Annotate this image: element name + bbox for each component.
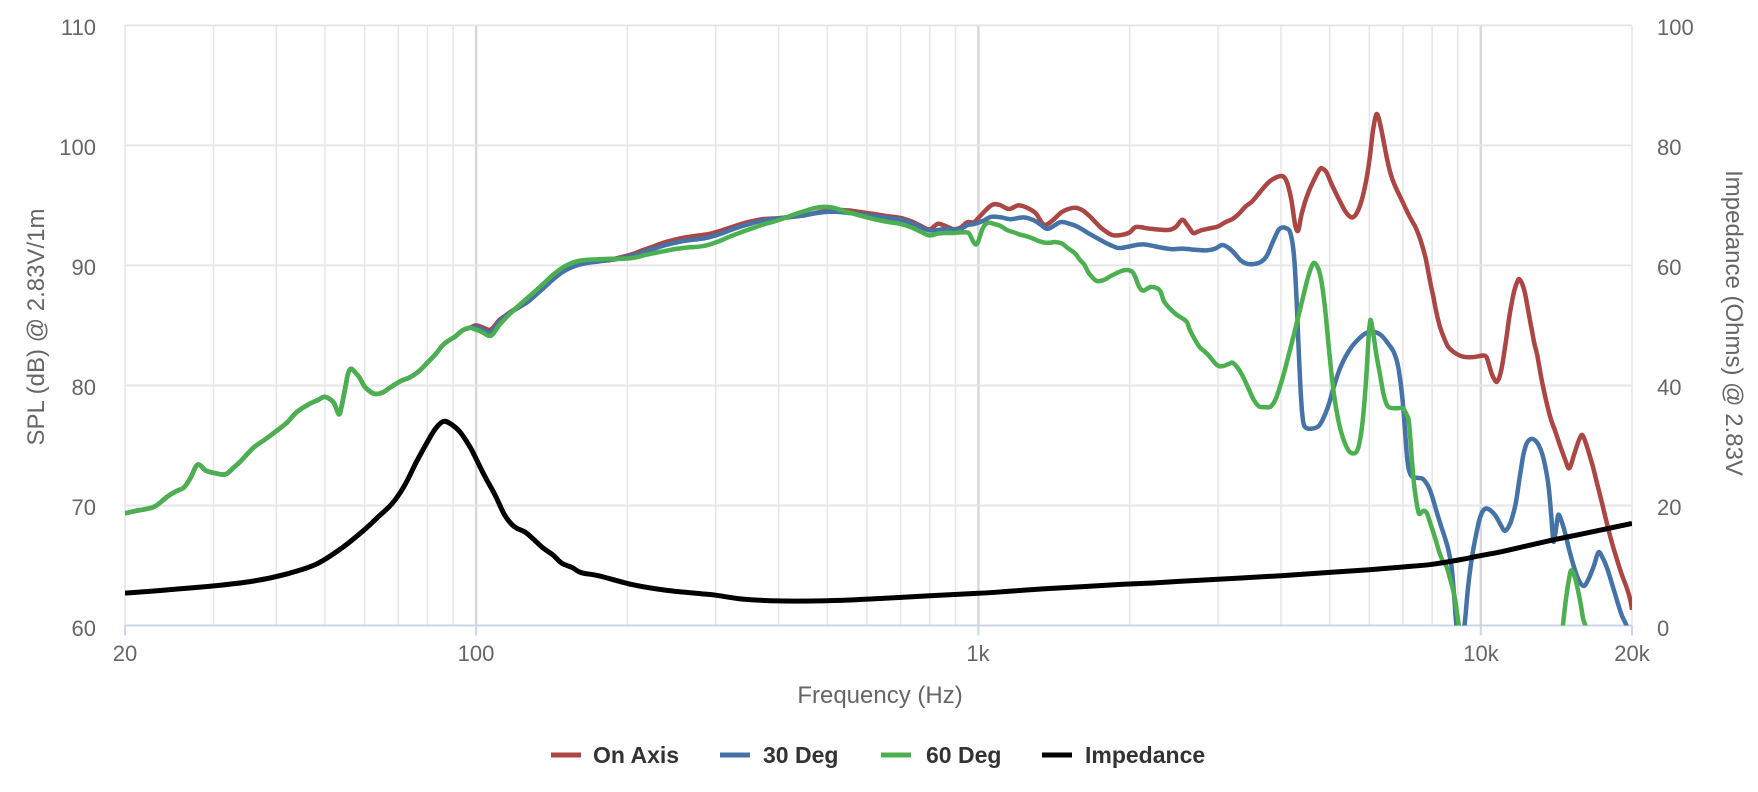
svg-text:60: 60 [72,616,96,641]
svg-text:On Axis: On Axis [593,742,679,768]
svg-text:20k: 20k [1614,641,1650,666]
svg-text:60: 60 [1657,255,1681,280]
svg-text:70: 70 [72,495,96,520]
svg-text:100: 100 [458,641,495,666]
svg-text:80: 80 [1657,135,1681,160]
svg-text:1k: 1k [966,641,990,666]
svg-text:Frequency (Hz): Frequency (Hz) [797,682,962,709]
svg-text:100: 100 [1657,15,1694,40]
svg-text:40: 40 [1657,375,1681,400]
svg-text:0: 0 [1657,616,1669,641]
svg-text:110: 110 [61,15,96,40]
svg-text:20: 20 [1657,495,1681,520]
svg-text:90: 90 [72,255,96,280]
svg-text:Impedance: Impedance [1085,742,1205,768]
svg-text:SPL (dB) @ 2.83V/1m: SPL (dB) @ 2.83V/1m [23,209,50,446]
svg-text:100: 100 [59,135,96,160]
svg-text:10k: 10k [1463,641,1499,666]
svg-text:Impedance (Ohms) @ 2.83V: Impedance (Ohms) @ 2.83V [1720,170,1747,476]
svg-text:80: 80 [72,375,96,400]
svg-text:30 Deg: 30 Deg [763,742,838,768]
svg-text:60 Deg: 60 Deg [926,742,1001,768]
svg-text:20: 20 [113,641,137,666]
